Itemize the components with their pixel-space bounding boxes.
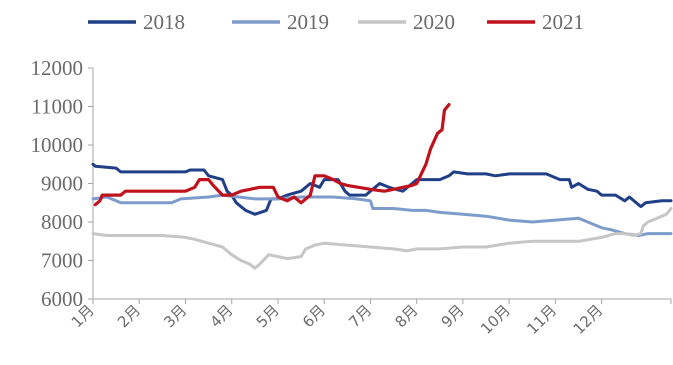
y-tick-label: 7000 xyxy=(41,249,83,273)
series-line-2018 xyxy=(91,162,673,216)
y-tick-label: 8000 xyxy=(41,210,83,234)
y-tick-label: 12000 xyxy=(31,56,84,80)
y-tick-label: 10000 xyxy=(31,133,84,157)
x-tick-label: 10月 xyxy=(477,301,514,338)
series-line-2021 xyxy=(93,103,451,207)
legend: 2018 2019 2020 2021 xyxy=(88,10,584,34)
series-line-2019 xyxy=(91,193,673,237)
x-tick-label: 2月 xyxy=(114,301,144,331)
y-tick-label: 6000 xyxy=(41,287,83,311)
x-tick-label: 6月 xyxy=(299,301,329,331)
x-tick-label: 5月 xyxy=(253,301,283,331)
legend-label: 2020 xyxy=(413,10,455,34)
legend-item-2019: 2019 xyxy=(232,10,329,34)
legend-item-2018: 2018 xyxy=(88,10,185,34)
y-tick-label: 11000 xyxy=(31,95,83,119)
legend-label: 2019 xyxy=(287,10,329,34)
series-lines xyxy=(91,103,673,270)
x-tick-label: 12月 xyxy=(570,301,607,338)
x-tick-label: 7月 xyxy=(345,301,375,331)
x-tick-label: 9月 xyxy=(438,301,468,331)
legend-label: 2018 xyxy=(143,10,185,34)
legend-item-2020: 2020 xyxy=(358,10,455,34)
legend-item-2021: 2021 xyxy=(487,10,584,34)
y-tick-label: 9000 xyxy=(41,172,83,196)
x-tick-label: 11月 xyxy=(523,301,560,338)
series-line-2020 xyxy=(91,207,673,270)
x-tick-label: 3月 xyxy=(160,301,190,331)
x-tick-label: 8月 xyxy=(391,301,421,331)
legend-label: 2021 xyxy=(542,10,584,34)
x-tick-label: 4月 xyxy=(206,301,236,331)
